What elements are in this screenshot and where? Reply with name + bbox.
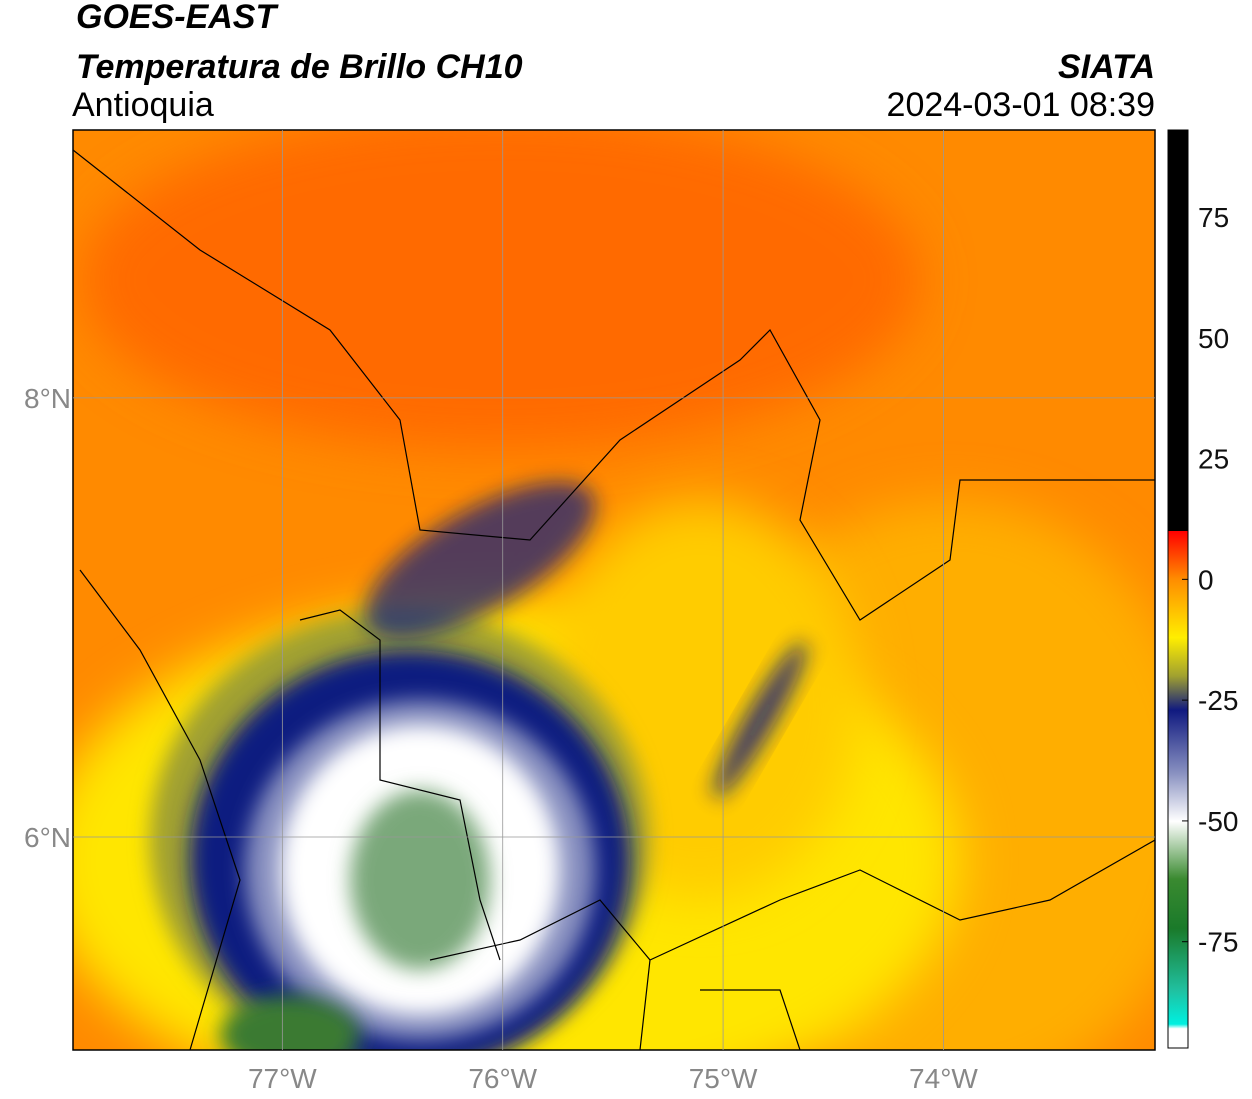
source: SIATA xyxy=(1058,48,1155,86)
colorbar xyxy=(1167,129,1189,1049)
colorbar-tick-label: 50 xyxy=(1198,323,1229,354)
colorbar-tick-label: -75 xyxy=(1198,927,1238,958)
colorbar-tick-label: 25 xyxy=(1198,444,1229,475)
title: GOES-EAST xyxy=(76,0,279,36)
region: Antioquia xyxy=(72,86,214,124)
colorbar-tick-label: 0 xyxy=(1198,564,1214,595)
x-tick-label: 74°W xyxy=(909,1063,978,1094)
subtitle: Temperatura de Brillo CH10 xyxy=(76,48,523,86)
x-tick-label: 77°W xyxy=(248,1063,317,1094)
x-tick-label: 76°W xyxy=(468,1063,537,1094)
colorbar-tick-label: -50 xyxy=(1198,806,1238,837)
satellite-image xyxy=(73,130,1155,1050)
y-tick-label: 6°N xyxy=(24,822,71,853)
colorbar-tick-label: 75 xyxy=(1198,202,1229,233)
y-tick-label: 8°N xyxy=(24,383,71,414)
colorbar-tick-label: -25 xyxy=(1198,685,1238,716)
x-tick-label: 75°W xyxy=(689,1063,758,1094)
map-frame xyxy=(72,129,1156,1051)
datetime: 2024-03-01 08:39 xyxy=(887,86,1155,124)
